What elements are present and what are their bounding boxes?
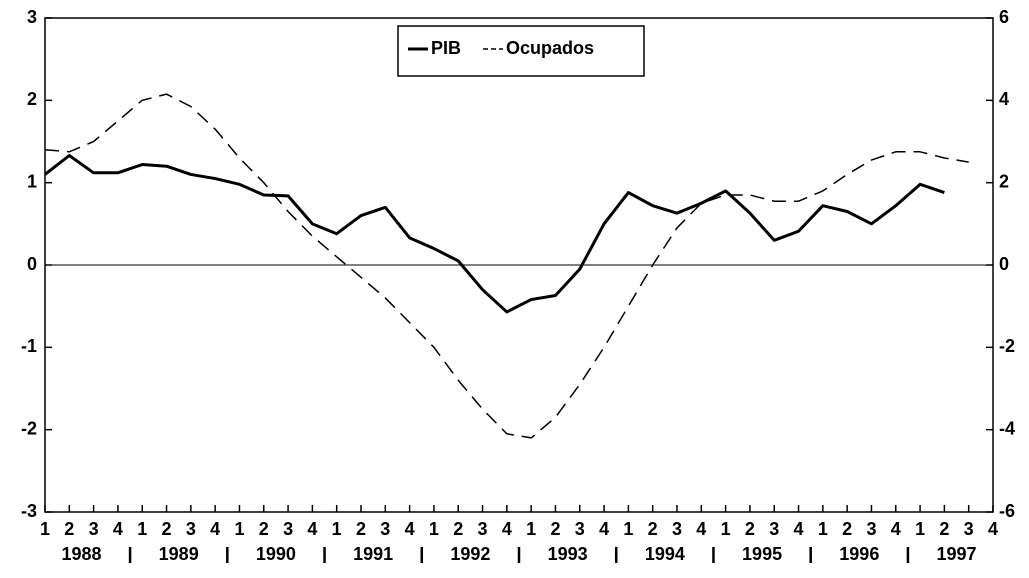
- year-label: 1991: [353, 544, 393, 564]
- year-label: 1996: [839, 544, 879, 564]
- y-tick-label: -2: [21, 418, 37, 438]
- x-tick-label: 4: [794, 519, 804, 539]
- x-tick-label: 2: [648, 519, 658, 539]
- y2-tick-label: -2: [999, 336, 1015, 356]
- y-tick-label: 3: [27, 7, 37, 27]
- y2-tick-label: -4: [999, 418, 1015, 438]
- x-tick-label: 1: [137, 519, 147, 539]
- x-tick-label: 2: [550, 519, 560, 539]
- year-label: 1993: [548, 544, 588, 564]
- x-tick-label: 2: [745, 519, 755, 539]
- x-tick-label: 3: [866, 519, 876, 539]
- x-tick-label: 4: [599, 519, 609, 539]
- x-tick-label: 2: [64, 519, 74, 539]
- x-tick-label: 4: [113, 519, 123, 539]
- x-tick-label: 1: [429, 519, 439, 539]
- series-line: [44, 93, 969, 439]
- legend-label: Ocupados: [506, 38, 594, 58]
- year-label: 1994: [645, 544, 685, 564]
- x-tick-label: 4: [502, 519, 512, 539]
- x-tick-label: 4: [988, 519, 998, 539]
- x-tick-label: 1: [721, 519, 731, 539]
- x-tick-label: 1: [818, 519, 828, 539]
- x-tick-label: 1: [526, 519, 536, 539]
- year-label: 1988: [61, 544, 101, 564]
- year-label: 1997: [937, 544, 977, 564]
- year-label: 1995: [742, 544, 782, 564]
- y2-tick-label: 6: [999, 7, 1009, 27]
- y2-tick-label: 4: [999, 89, 1009, 109]
- y2-tick-label: 2: [999, 171, 1009, 191]
- x-tick-label: 2: [162, 519, 172, 539]
- legend-box: [397, 25, 645, 77]
- y2-tick-label: 0: [999, 254, 1009, 274]
- x-tick-label: 1: [915, 519, 925, 539]
- year-label: 1989: [159, 544, 199, 564]
- y2-tick-label: -6: [999, 501, 1015, 521]
- x-tick-label: 1: [623, 519, 633, 539]
- x-tick-label: 1: [40, 519, 50, 539]
- x-tick-label: 2: [259, 519, 269, 539]
- x-tick-label: 3: [672, 519, 682, 539]
- y-tick-label: 1: [27, 171, 37, 191]
- x-tick-label: 4: [696, 519, 706, 539]
- x-tick-label: 4: [210, 519, 220, 539]
- x-tick-label: 1: [234, 519, 244, 539]
- x-tick-label: 2: [356, 519, 366, 539]
- x-tick-label: 3: [478, 519, 488, 539]
- year-label: 1990: [256, 544, 296, 564]
- x-tick-label: 3: [575, 519, 585, 539]
- y-tick-label: 2: [27, 89, 37, 109]
- x-tick-label: 2: [842, 519, 852, 539]
- x-tick-label: 2: [939, 519, 949, 539]
- y-tick-label: 0: [27, 254, 37, 274]
- x-tick-label: 3: [89, 519, 99, 539]
- x-tick-label: 3: [283, 519, 293, 539]
- x-tick-label: 3: [964, 519, 974, 539]
- legend-label: PIB: [431, 38, 461, 58]
- x-tick-label: 4: [405, 519, 415, 539]
- x-tick-label: 4: [891, 519, 901, 539]
- y-tick-label: -1: [21, 336, 37, 356]
- year-label: 1992: [450, 544, 490, 564]
- x-tick-label: 2: [453, 519, 463, 539]
- x-tick-label: 4: [307, 519, 317, 539]
- x-tick-label: 1: [332, 519, 342, 539]
- series-line: [44, 153, 945, 314]
- x-tick-label: 3: [769, 519, 779, 539]
- x-tick-label: 3: [380, 519, 390, 539]
- x-tick-label: 3: [186, 519, 196, 539]
- y-tick-label: -3: [21, 501, 37, 521]
